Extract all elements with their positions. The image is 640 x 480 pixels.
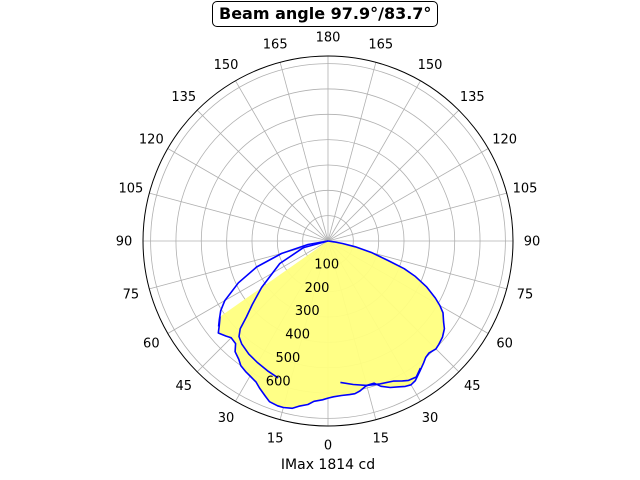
- angular-tick-label: 60: [143, 337, 160, 352]
- angular-tick-label: 120: [139, 132, 164, 147]
- radial-tick-label: 500: [276, 351, 301, 366]
- angular-tick-label: 45: [464, 379, 481, 394]
- angular-tick-label: 30: [422, 411, 439, 426]
- series-line-2: [238, 240, 329, 379]
- angular-tick-label: 30: [218, 411, 235, 426]
- angular-tick-labels: 0 15 30 45 60 75 90 105 120 135 150 165 180 165 150 135…: [116, 30, 541, 453]
- angular-tick-label: 45: [175, 379, 192, 394]
- angular-gridline: [149, 240, 329, 290]
- radial-tick-label: 400: [285, 328, 310, 343]
- series-lines: [217, 240, 446, 410]
- angular-gridline: [167, 148, 329, 242]
- angular-tick-label: 105: [513, 182, 538, 197]
- angular-tick-label: 90: [116, 235, 133, 250]
- radial-tick-label: 300: [295, 304, 320, 319]
- series-fills: [218, 241, 445, 409]
- radial-tick-label: 600: [266, 374, 291, 389]
- angular-gridline: [327, 148, 489, 242]
- angular-gridline: [235, 80, 329, 242]
- series-fill-0: [218, 241, 445, 409]
- angular-tick-label: 180: [316, 30, 341, 45]
- angular-gridline: [327, 80, 421, 242]
- angular-gridline: [327, 109, 460, 242]
- angular-tick-label: 90: [524, 235, 541, 250]
- angular-gridline: [196, 109, 329, 242]
- angular-tick-label: 150: [214, 58, 239, 73]
- radial-tick-label: 200: [305, 281, 330, 296]
- angular-tick-label: 120: [492, 132, 517, 147]
- angular-tick-label: 15: [373, 432, 390, 447]
- angular-gridline: [279, 62, 329, 242]
- chart-title: Beam angle 97.9°/83.7°: [212, 1, 439, 27]
- angular-gridline: [327, 62, 377, 242]
- angular-tick-label: 165: [368, 37, 393, 52]
- series-line-3: [340, 367, 422, 387]
- angular-tick-label: 165: [263, 37, 288, 52]
- angular-tick-label: 105: [119, 182, 144, 197]
- angular-tick-label: 0: [324, 439, 332, 454]
- polar-frame: [142, 55, 514, 427]
- x-axis-label: IMax 1814 cd: [280, 457, 376, 473]
- radial-gridline: [150, 63, 506, 419]
- angular-gridline: [327, 192, 507, 242]
- angular-tick-label: 75: [517, 287, 534, 302]
- angular-tick-label: 15: [267, 432, 284, 447]
- angular-gridline: [167, 240, 329, 334]
- angular-tick-label: 135: [460, 90, 485, 105]
- angular-tick-label: 150: [418, 58, 443, 73]
- radial-tick-labels: 100 200 300 400 500 600: [266, 257, 339, 389]
- angular-tick-label: 75: [123, 287, 140, 302]
- radial-tick-label: 100: [314, 257, 339, 272]
- series-line-1: [217, 240, 329, 327]
- angular-gridline: [149, 192, 329, 242]
- angular-tick-label: 60: [496, 337, 513, 352]
- angular-tick-label: 135: [171, 90, 196, 105]
